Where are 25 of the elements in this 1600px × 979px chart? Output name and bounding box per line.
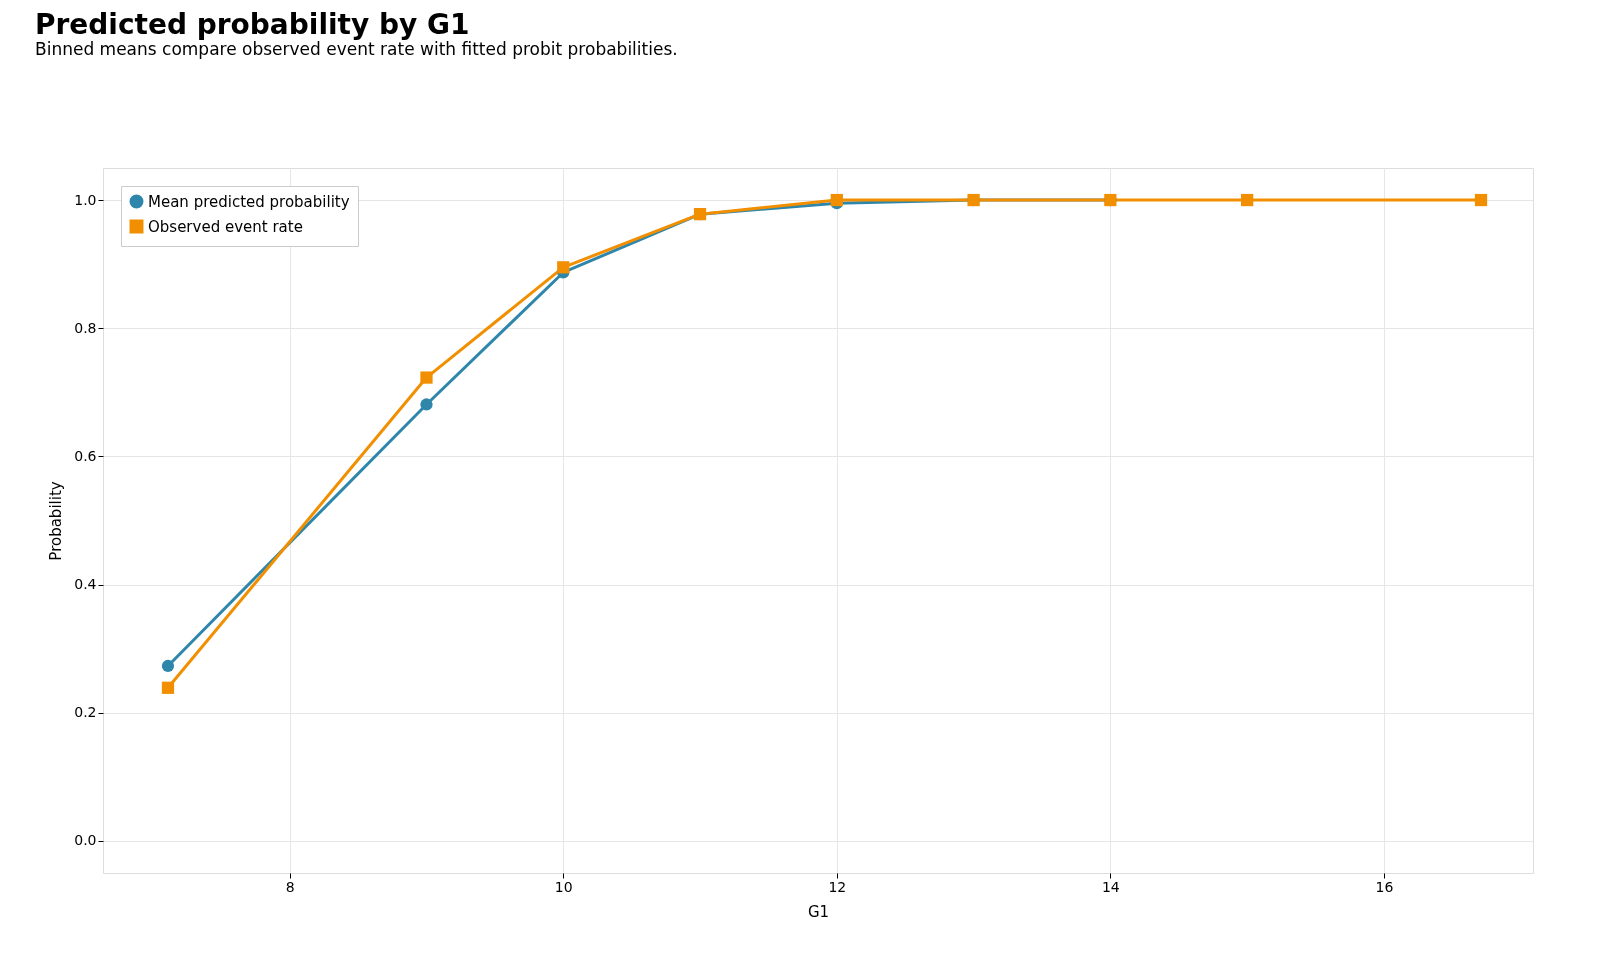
point	[420, 398, 433, 411]
y-tick-label: 0.4	[74, 576, 97, 593]
legend-label: Observed event rate	[148, 217, 303, 236]
point	[161, 659, 175, 673]
x-tick-label: 16	[1375, 878, 1394, 895]
point	[1474, 193, 1488, 207]
y-tick-label: 0.2	[74, 704, 97, 721]
y-tick-label: 1.0	[74, 191, 97, 208]
point	[1241, 193, 1254, 207]
point	[161, 681, 175, 694]
x-axis-title: G1	[807, 902, 830, 921]
y-tick-label: 0.8	[74, 319, 97, 336]
chart-title: Predicted probability by G1	[35, 8, 470, 41]
point	[557, 261, 570, 274]
x-tick-label: 14	[1101, 878, 1120, 895]
x-tick-label: 8	[285, 878, 295, 895]
legend-label: Mean predicted probability	[148, 192, 350, 211]
point	[830, 193, 843, 207]
x-tick-label: 10	[554, 878, 573, 895]
chart-subtitle: Binned means compare observed event rate with fitted probit probabilities.	[35, 39, 678, 59]
x-tick-label: 12	[828, 878, 847, 895]
y-axis-title: Probability	[47, 481, 66, 561]
point	[420, 371, 433, 384]
y-tick-label: 0.6	[74, 447, 97, 464]
y-tick-label: 0.0	[74, 832, 97, 849]
